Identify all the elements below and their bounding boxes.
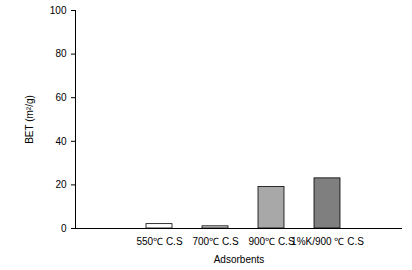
svg-text:Adsorbents: Adsorbents (214, 254, 265, 265)
svg-text:100: 100 (50, 5, 67, 16)
svg-text:0: 0 (61, 223, 67, 234)
svg-text:1%K/900 ℃ C.S: 1%K/900 ℃ C.S (291, 236, 364, 247)
svg-text:20: 20 (55, 179, 67, 190)
svg-text:550℃ C.S: 550℃ C.S (136, 236, 182, 247)
svg-text:80: 80 (55, 48, 67, 59)
svg-text:700℃ C.S: 700℃ C.S (192, 236, 238, 247)
svg-text:BET (m²/g): BET (m²/g) (24, 95, 35, 144)
svg-text:60: 60 (55, 92, 67, 103)
svg-text:900℃ C.S: 900℃ C.S (248, 236, 294, 247)
svg-text:40: 40 (55, 136, 67, 147)
